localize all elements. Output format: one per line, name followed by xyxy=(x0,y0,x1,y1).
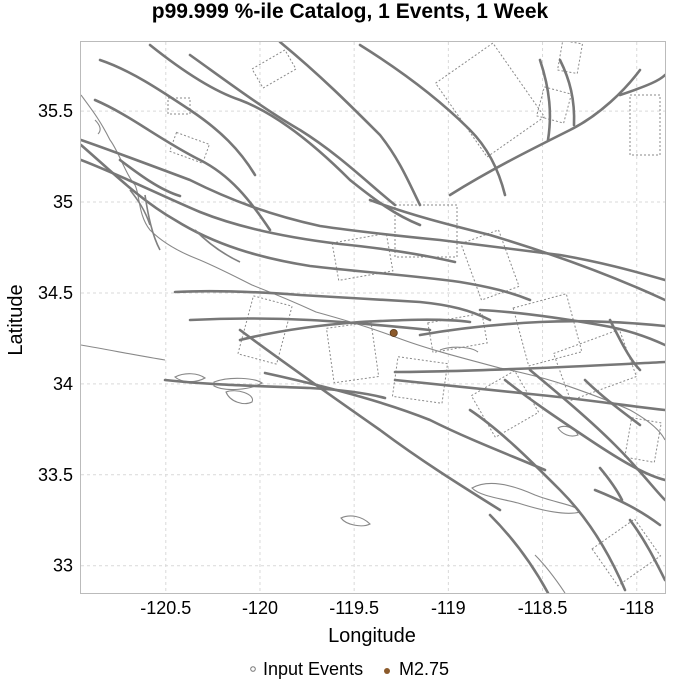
legend-event-label: M2.75 xyxy=(399,659,449,679)
x-tick-label: -120 xyxy=(242,598,278,618)
y-tick-label: 34.5 xyxy=(38,283,73,303)
plot-area: -120.5 -120 -119.5 -119 -118.5 -118 3333.5343… xyxy=(38,41,666,618)
y-tick-labels: 33 33.5 34 34.5 35 35.5 xyxy=(38,101,73,576)
event-point-m275 xyxy=(389,328,398,337)
x-tick-label: -118 xyxy=(619,598,654,618)
fault-traces xyxy=(81,42,665,593)
y-axis-label: Latitude xyxy=(5,284,27,355)
y-tick-label: 35.5 xyxy=(38,101,73,121)
x-tick-labels: -120.5 -120 -119.5 -119 -118.5 -118 xyxy=(140,598,654,618)
y-tick-label: 33 xyxy=(53,556,73,576)
x-axis-label: Longitude xyxy=(328,625,416,647)
y-tick-label: 35 xyxy=(53,192,73,212)
x-tick-label: -118.5 xyxy=(518,598,568,618)
x-tick-label: -119 xyxy=(431,598,466,618)
thin-faults xyxy=(129,189,241,263)
y-tick-label: 34 xyxy=(53,374,73,394)
legend-input-events-marker xyxy=(250,666,256,672)
map-layers xyxy=(81,42,665,593)
legend-event-marker xyxy=(384,668,390,674)
x-tick-label: -119.5 xyxy=(329,598,379,618)
coastline xyxy=(81,94,665,593)
chart-title: p99.999 %-ile Catalog, 1 Events, 1 Week xyxy=(152,0,549,23)
x-tick-label: -120.5 xyxy=(140,598,191,618)
legend: Input Events M2.75 xyxy=(250,659,449,679)
legend-input-events-label: Input Events xyxy=(263,659,363,679)
y-tick-label: 33.5 xyxy=(38,465,73,485)
